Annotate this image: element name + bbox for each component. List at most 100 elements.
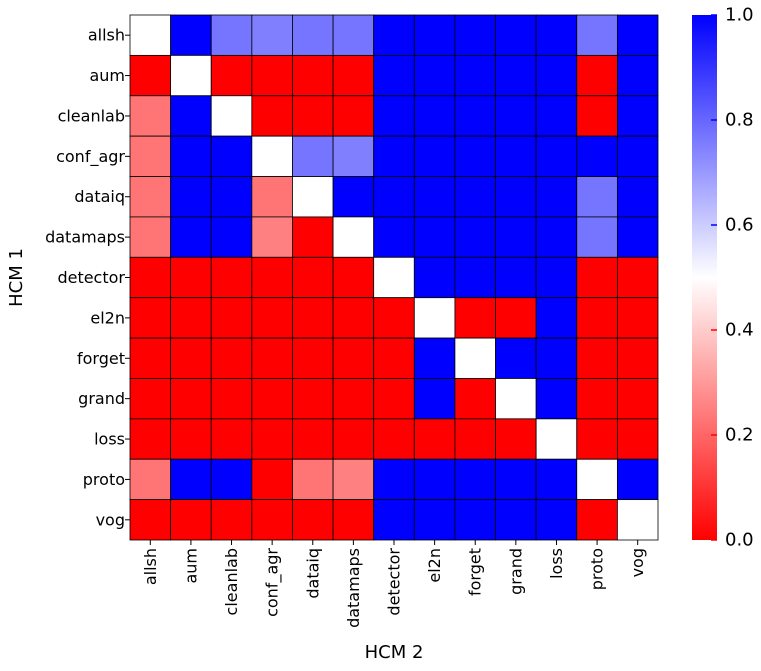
heatmap-cell: [535, 378, 578, 420]
heatmap-cell: [616, 418, 659, 460]
heatmap-cell: [413, 54, 456, 97]
heatmap-cell: [373, 458, 415, 501]
heatmap-cell: [170, 337, 212, 379]
colorbar: 0.0 0.2 0.4 0.6 0.8 1.0: [692, 5, 754, 551]
y-tick-label: allsh: [88, 26, 125, 45]
heatmap-cell: [576, 256, 618, 299]
heatmap-cell: [251, 378, 293, 420]
heatmap-cell: [292, 256, 334, 299]
heatmap-cell: [535, 418, 578, 460]
heatmap-cell: [129, 256, 172, 299]
heatmap-cell: [616, 256, 659, 299]
heatmap-cell: [495, 297, 537, 339]
heatmap-cell: [129, 458, 172, 501]
heatmap-cell: [495, 135, 537, 177]
heatmap-cell: [576, 458, 618, 501]
heatmap-cell: [373, 95, 415, 137]
heatmap-cell: [576, 337, 618, 379]
heatmap-cell: [495, 418, 537, 460]
heatmap-cell: [413, 418, 456, 460]
heatmap-cell: [454, 256, 496, 299]
heatmap-cell: [454, 297, 496, 339]
heatmap-cell: [454, 95, 496, 137]
colorbar-tick-label: 1.0: [725, 5, 754, 26]
heatmap-cell: [616, 337, 659, 379]
heatmap-cell: [170, 297, 212, 339]
heatmap-cell: [129, 176, 172, 218]
heatmap-cell: [413, 176, 456, 218]
heatmap-cell: [373, 499, 415, 541]
heatmap-cell: [495, 458, 537, 501]
heatmap-cell: [210, 135, 253, 177]
heatmap-cell: [495, 14, 537, 56]
heatmap-cell: [413, 135, 456, 177]
heatmap-cell: [535, 54, 578, 97]
heatmap-cell: [576, 499, 618, 541]
y-axis-label: HCM 1: [6, 248, 27, 307]
y-tick-label: grand: [78, 389, 125, 408]
heatmap-cell: [210, 54, 253, 97]
heatmap-cell: [576, 135, 618, 177]
heatmap-cell: [170, 458, 212, 501]
y-tick-label: forget: [77, 349, 125, 368]
heatmap-cell: [576, 418, 618, 460]
heatmap-cell: [535, 499, 578, 541]
heatmap-cell: [292, 54, 334, 97]
heatmap-cell: [251, 458, 293, 501]
heatmap-cell: [170, 418, 212, 460]
x-tick-label: cleanlab: [222, 548, 241, 615]
x-tick-label: loss: [547, 548, 566, 579]
heatmap-cell: [251, 418, 293, 460]
colorbar-gradient: [692, 15, 717, 540]
heatmap-cell: [251, 337, 293, 379]
heatmap-cell: [373, 418, 415, 460]
x-tick-label: vog: [628, 548, 647, 577]
y-tick-label: cleanlab: [58, 106, 125, 125]
y-tick-label: el2n: [90, 308, 125, 327]
heatmap-cell: [170, 176, 212, 218]
heatmap-cell: [332, 135, 375, 177]
heatmap-cell: [332, 176, 375, 218]
heatmap-cell: [535, 297, 578, 339]
heatmap-cell: [332, 14, 375, 56]
y-tick-label: loss: [94, 430, 125, 449]
heatmap-cell: [251, 297, 293, 339]
heatmap-cell: [576, 54, 618, 97]
y-tick-label: conf_agr: [56, 147, 125, 167]
heatmap-cell: [332, 297, 375, 339]
heatmap-cell: [413, 216, 456, 258]
heatmap-cell: [129, 418, 172, 460]
heatmap-cell: [251, 176, 293, 218]
colorbar-tick-label: 0.4: [725, 320, 754, 341]
heatmap-cell: [373, 216, 415, 258]
heatmap-cell: [332, 216, 375, 258]
heatmap-cell: [251, 54, 293, 97]
y-tick-label: vog: [96, 510, 125, 529]
y-tick-label: detector: [57, 268, 125, 287]
heatmap-cell: [454, 135, 496, 177]
heatmap-cell: [495, 499, 537, 541]
heatmap-cell: [292, 176, 334, 218]
heatmap-cell: [292, 297, 334, 339]
x-tick-label: forget: [466, 548, 485, 596]
x-axis-label: HCM 2: [365, 642, 424, 663]
heatmap-cell: [332, 337, 375, 379]
heatmap-cell: [616, 14, 659, 56]
heatmap-cell: [413, 499, 456, 541]
heatmap-cell: [292, 95, 334, 137]
heatmap-cell: [170, 14, 212, 56]
heatmap-cell: [292, 14, 334, 56]
heatmap-cell: [616, 54, 659, 97]
heatmap-cell: [616, 135, 659, 177]
x-tick-label: grand: [506, 548, 525, 595]
heatmap-cell: [210, 176, 253, 218]
heatmap-cell: [332, 458, 375, 501]
heatmap-cell: [576, 14, 618, 56]
heatmap-cell: [413, 256, 456, 299]
heatmap-cell: [292, 135, 334, 177]
heatmap-cell: [332, 499, 375, 541]
y-tick-label: dataiq: [74, 187, 125, 206]
heatmap-cell: [332, 378, 375, 420]
heatmap-cell: [535, 14, 578, 56]
